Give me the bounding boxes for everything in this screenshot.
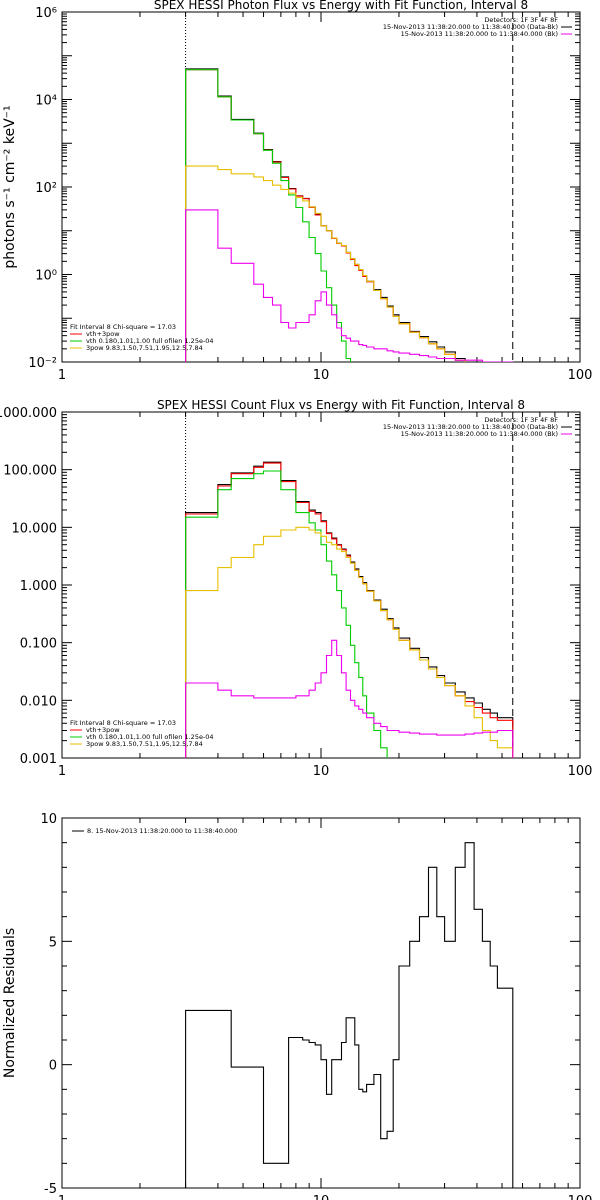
plot-frame — [61, 11, 581, 363]
header-line: 15-Nov-2013 11:38:20.000 to 11:38:40.000… — [401, 30, 558, 38]
header-line: 15-Nov-2013 11:38:20.000 to 11:38:40.000… — [401, 430, 558, 438]
y-axis-label: Normalized Residuals — [2, 928, 18, 1078]
x-tick-label: 10 — [313, 764, 330, 779]
series-0-line — [185, 461, 514, 758]
residual-legend: 8. 15-Nov-2013 11:38:20.000 to 11:38:40.… — [72, 827, 237, 835]
y-tick-label: 0 — [49, 1059, 57, 1074]
x-tick-label: 100 — [568, 368, 593, 383]
fit-legend: Fit Interval 8 Chi-square = 17.03vth+3po… — [70, 719, 214, 748]
x-tick-label: 100 — [568, 1194, 593, 1200]
plot-frame — [61, 817, 581, 1189]
x-axis: 1 10 100 — [58, 12, 593, 383]
x-axis: 1 10 100 — [58, 818, 593, 1200]
x-tick-label: 10 — [313, 368, 330, 383]
series-group — [185, 68, 514, 362]
y-tick-label: 10.000 — [12, 521, 58, 536]
chart-title: SPEX HESSI Photon Flux vs Energy with Fi… — [154, 0, 528, 12]
y-tick-label: 1000.000 — [0, 406, 57, 421]
series-group — [185, 842, 514, 1188]
photon-flux-chart: SPEX HESSI Photon Flux vs Energy with Fi… — [2, 0, 593, 383]
y-tick-label: 0.010 — [20, 694, 57, 709]
series-0-line — [185, 68, 466, 362]
y-axis: 0.001 0.010 0.100 1.000 10.000 100.000 1000.00… — [0, 406, 580, 767]
fit-legend-entry: 3pow 9.83,1.50,7.51,1.95,12.5,7.84 — [86, 740, 203, 748]
fit-legend-entry: vth+3pow — [86, 330, 120, 338]
chart-title: SPEX HESSI Count Flux vs Energy with Fit… — [157, 398, 525, 412]
series-1-line — [185, 462, 514, 758]
plot-frame — [61, 411, 581, 759]
fit-legend-entry: vth 0.180,1.01,1.00 full ofilen 1.25e-04 — [86, 733, 214, 741]
x-tick-label: 100 — [568, 764, 593, 779]
fit-legend: Fit Interval 8 Chi-square = 17.03vth+3po… — [70, 323, 214, 352]
x-tick-label: 1 — [58, 764, 66, 779]
count-flux-chart: SPEX HESSI Count Flux vs Energy with Fit… — [0, 398, 593, 779]
series-4-line — [185, 209, 514, 362]
y-tick-label: 0.001 — [20, 752, 57, 767]
x-tick-label: 10 — [313, 1194, 330, 1200]
fit-legend-entry: 3pow 9.83,1.50,7.51,1.95,12.5,7.84 — [86, 344, 203, 352]
series-0-line — [185, 842, 514, 1188]
y-tick-label: 10 — [40, 812, 57, 827]
y-tick-label: 10⁶ — [35, 6, 57, 21]
series-group — [185, 461, 514, 758]
y-tick-label: 10⁰ — [35, 269, 57, 284]
fit-legend-title: Fit Interval 8 Chi-square = 17.03 — [70, 719, 176, 727]
y-axis: -5 0 5 10 — [40, 812, 580, 1197]
fit-legend-entry: vth 0.180,1.01,1.00 full ofilen 1.25e-04 — [86, 337, 214, 345]
header-line: 15-Nov-2013 11:38:20.000 to 11:38:40.000… — [383, 423, 558, 431]
y-tick-label: 10⁴ — [35, 94, 57, 109]
header-line: 15-Nov-2013 11:38:20.000 to 11:38:40.000… — [383, 23, 558, 31]
header-line: Detectors: 1F 3F 4F 8F — [484, 16, 558, 24]
y-tick-label: 10⁻² — [28, 356, 57, 371]
x-tick-label: 1 — [58, 1194, 66, 1200]
y-tick-label: 100.000 — [3, 464, 57, 479]
series-2-line — [185, 470, 388, 758]
series-4-line — [185, 639, 514, 758]
series-3-line — [185, 526, 514, 758]
y-tick-label: 10² — [35, 181, 57, 196]
series-2-line — [185, 69, 352, 362]
fit-legend-title: Fit Interval 8 Chi-square = 17.03 — [70, 323, 176, 331]
residuals-chart: Normalized Residuals 1 10 100 -5 0 5 10 8. 15-No… — [2, 812, 592, 1200]
header-line: Detectors: 1F 3F 4F 8F — [484, 416, 558, 424]
y-tick-label: 0.100 — [20, 637, 57, 652]
fit-legend-entry: vth+3pow — [86, 726, 120, 734]
residual-legend-label: 8. 15-Nov-2013 11:38:20.000 to 11:38:40.… — [87, 827, 237, 835]
y-axis: 10⁻² 10⁰ 10² 10⁴ 10⁶ — [28, 6, 580, 371]
y-tick-label: -5 — [44, 1182, 57, 1197]
series-3-line — [185, 165, 466, 362]
y-tick-label: 5 — [49, 935, 57, 950]
y-axis-label: photons s⁻¹ cm⁻² keV⁻¹ — [2, 105, 18, 268]
y-tick-label: 1.000 — [20, 579, 57, 594]
x-tick-label: 1 — [58, 368, 66, 383]
